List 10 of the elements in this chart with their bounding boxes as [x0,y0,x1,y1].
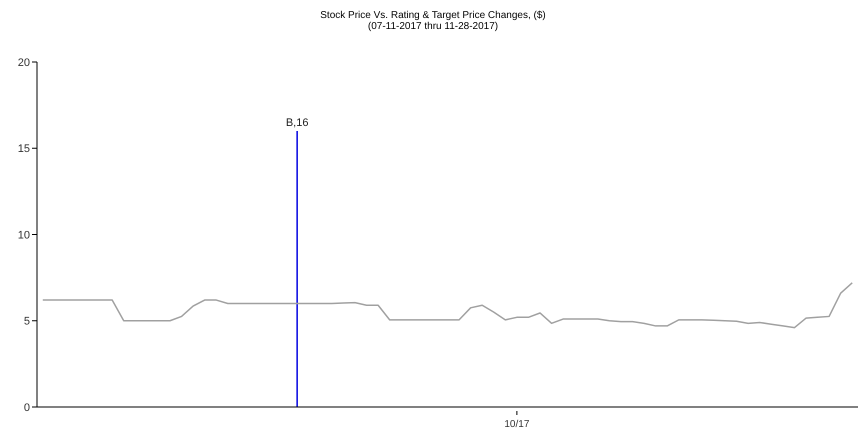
y-tick-label: 0 [24,402,30,414]
line-series [42,282,853,328]
y-tick-label: 10 [18,229,30,242]
y-tick-label: 20 [18,56,30,69]
chart-subtitle: (07-11-2017 thru 11-28-2017) [366,21,500,32]
y-tick-label: 5 [24,316,30,328]
chart-title: Stock Price Vs. Rating & Target Price Changes, ($) [319,10,547,21]
data-label: B,16 [286,117,308,129]
y-tick-label: 15 [18,143,30,156]
x-tick-label: 10/17 [504,419,530,430]
